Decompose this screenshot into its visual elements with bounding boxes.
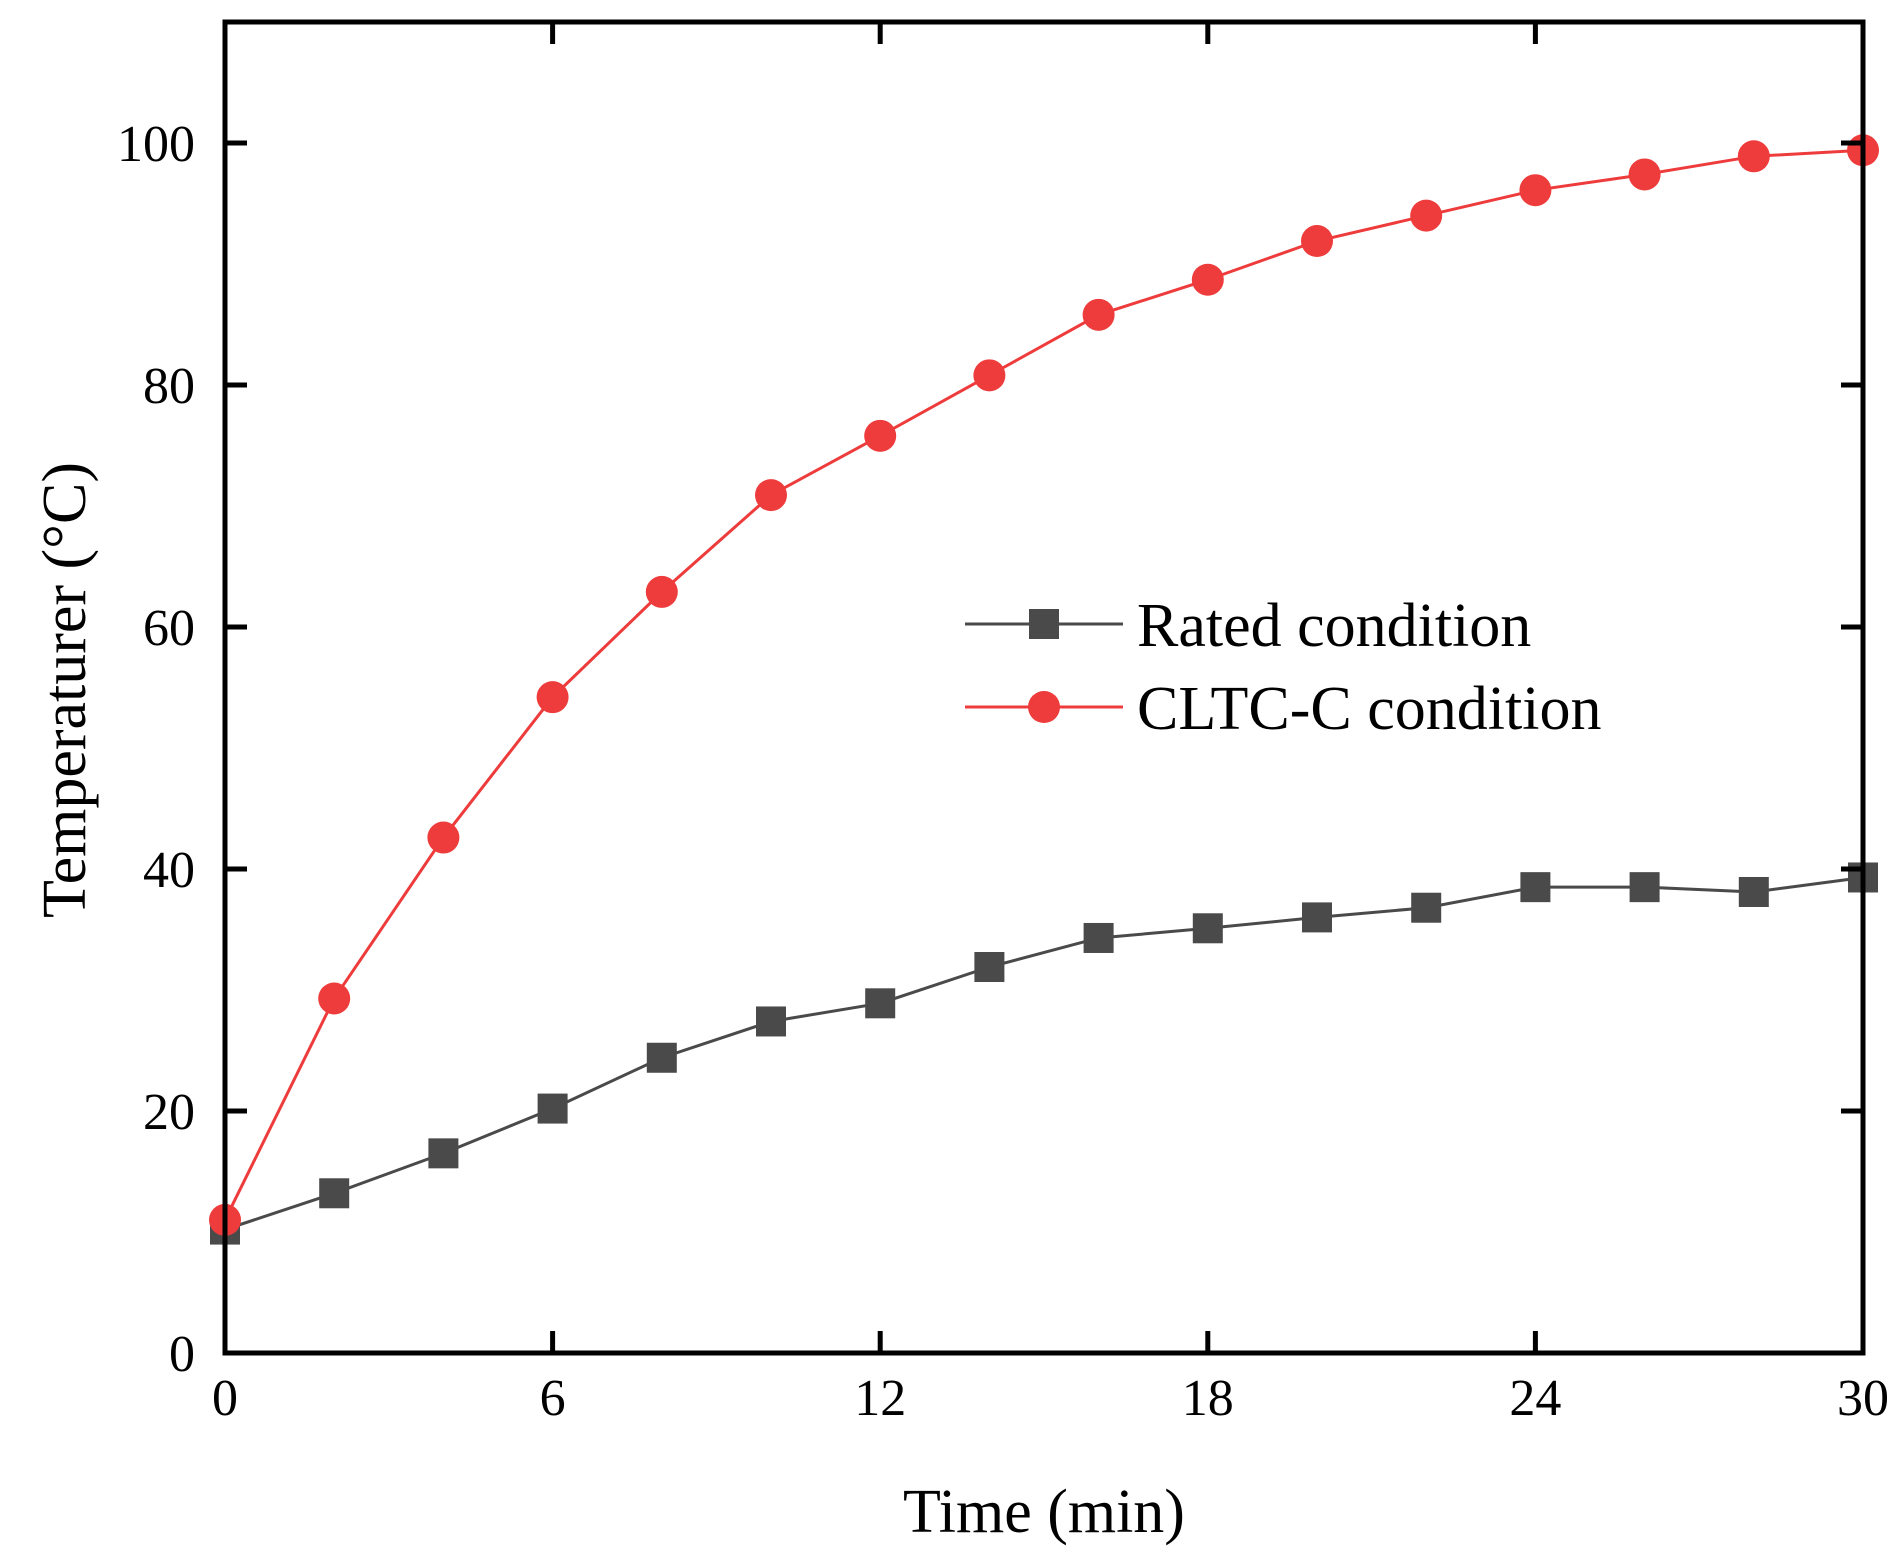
data-point-rated-condition <box>646 1042 677 1073</box>
legend: Rated condition CLTC-C condition <box>965 592 1601 743</box>
data-point-rated-condition <box>1083 922 1114 953</box>
series-layer <box>209 134 1879 1245</box>
data-point-cltc-c-condition <box>864 419 897 452</box>
data-point-cltc-c-condition <box>1519 174 1552 207</box>
data-point-cltc-c-condition <box>1082 298 1115 331</box>
data-point-rated-condition <box>1520 872 1551 903</box>
legend-marker-cltc <box>1028 691 1060 723</box>
data-point-rated-condition <box>428 1138 459 1169</box>
x-tick-label: 12 <box>854 1370 906 1427</box>
x-tick-label: 18 <box>1182 1370 1234 1427</box>
y-tick-label: 60 <box>143 600 195 657</box>
x-tick-label: 6 <box>540 1370 566 1427</box>
series-line-rated-condition <box>224 875 1864 1232</box>
x-tick-label: 0 <box>212 1370 238 1427</box>
plot-frame <box>222 19 1866 1356</box>
data-point-rated-condition <box>974 952 1005 983</box>
data-point-rated-condition <box>1629 872 1660 903</box>
y-tick-label: 20 <box>143 1084 195 1141</box>
data-point-cltc-c-condition <box>427 821 460 854</box>
x-axis-title: Time (min) <box>903 1478 1185 1546</box>
series-line-cltc-c-condition <box>223 148 1864 1221</box>
legend-marker-rated <box>1029 609 1059 639</box>
data-point-rated-condition <box>319 1178 350 1209</box>
data-point-cltc-c-condition <box>1301 225 1333 258</box>
data-point-cltc-c-condition <box>536 681 569 714</box>
y-tick-label: 40 <box>143 842 195 899</box>
data-point-cltc-c-condition <box>318 982 351 1015</box>
data-point-rated-condition <box>1302 902 1332 933</box>
data-point-rated-condition <box>1738 876 1769 907</box>
data-point-cltc-c-condition <box>645 575 678 608</box>
y-tick-label: 0 <box>169 1326 195 1383</box>
data-point-cltc-c-condition <box>973 359 1006 392</box>
data-point-rated-condition <box>1192 913 1223 944</box>
data-point-cltc-c-condition <box>755 479 787 512</box>
tick-layer: 0 6 12 18 24 30 0 20 40 60 80 100 <box>117 22 1889 1427</box>
data-point-rated-condition <box>756 1006 786 1037</box>
data-point-cltc-c-condition <box>1737 140 1770 173</box>
data-point-cltc-c-condition <box>1410 199 1443 232</box>
data-point-rated-condition <box>865 988 896 1019</box>
data-point-cltc-c-condition <box>1191 263 1224 296</box>
y-axis-title: Temperaturer (°C) <box>31 462 99 918</box>
x-tick-label: 24 <box>1509 1370 1561 1427</box>
data-point-rated-condition <box>537 1093 568 1124</box>
x-tick-label: 30 <box>1837 1370 1889 1427</box>
y-tick-label: 80 <box>143 358 195 415</box>
legend-label-rated: Rated condition <box>1137 592 1531 660</box>
y-tick-label: 100 <box>117 116 195 173</box>
legend-label-cltc: CLTC-C condition <box>1137 675 1601 743</box>
data-point-cltc-c-condition <box>1628 158 1661 191</box>
data-point-rated-condition <box>1411 892 1442 923</box>
